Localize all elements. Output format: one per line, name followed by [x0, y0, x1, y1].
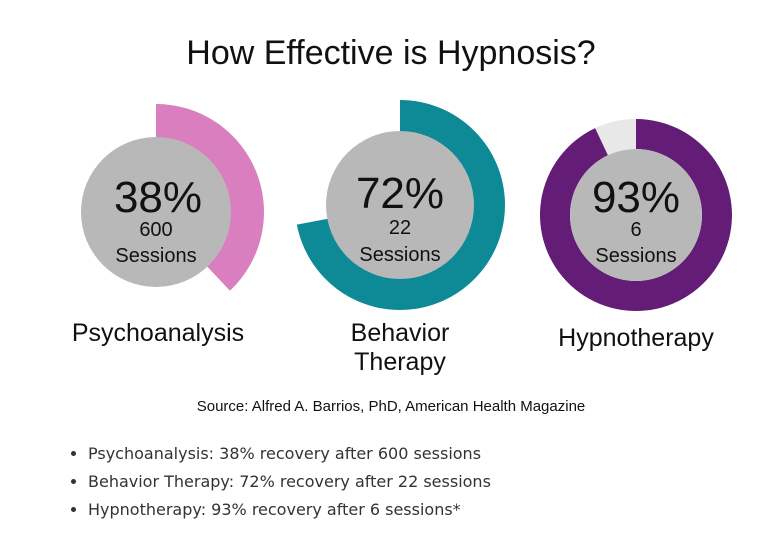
list-item: Hypnotherapy: 93% recovery after 6 sessi…	[88, 496, 491, 524]
center-psychoanalysis	[81, 137, 231, 287]
center-hypnotherapy	[570, 149, 702, 281]
sessions-label-behavior-therapy: Sessions	[359, 244, 440, 266]
donut-psychoanalysis: 38% 600 Sessions Psychoanalysis	[72, 104, 264, 347]
category-label-behavior-therapy-line1: Behavior	[351, 319, 450, 347]
category-label-hypnotherapy: Hypnotherapy	[558, 324, 714, 352]
sessions-label-psychoanalysis: Sessions	[115, 245, 196, 267]
sessions-count-behavior-therapy: 22	[389, 217, 411, 239]
percent-label-behavior-therapy: 72%	[356, 169, 444, 218]
percent-label-psychoanalysis: 38%	[114, 173, 202, 222]
donut-hypnotherapy: 93% 6 Sessions Hypnotherapy	[540, 119, 733, 352]
donut-charts: 38% 600 Sessions Psychoanalysis 72% 22 S…	[72, 100, 733, 376]
center-behavior-therapy	[326, 131, 474, 279]
percent-label-hypnotherapy: 93%	[592, 173, 680, 222]
sessions-label-hypnotherapy: Sessions	[595, 245, 676, 267]
arc-hypnotherapy	[540, 119, 733, 312]
summary-list: Psychoanalysis: 38% recovery after 600 s…	[62, 440, 491, 524]
category-label-behavior-therapy-line2: Therapy	[354, 348, 446, 376]
list-item: Psychoanalysis: 38% recovery after 600 s…	[88, 440, 491, 468]
category-label-psychoanalysis: Psychoanalysis	[72, 319, 244, 347]
chart-title: How Effective is Hypnosis?	[186, 34, 596, 72]
sessions-count-psychoanalysis: 600	[139, 219, 172, 241]
source-note: Source: Alfred A. Barrios, PhD, American…	[196, 398, 586, 415]
sessions-count-hypnotherapy: 6	[630, 219, 641, 241]
donut-behavior-therapy: 72% 22 Sessions Behavior Therapy	[296, 100, 506, 376]
list-item: Behavior Therapy: 72% recovery after 22 …	[88, 468, 491, 496]
arc-remainder-hypnotherapy	[595, 119, 636, 156]
